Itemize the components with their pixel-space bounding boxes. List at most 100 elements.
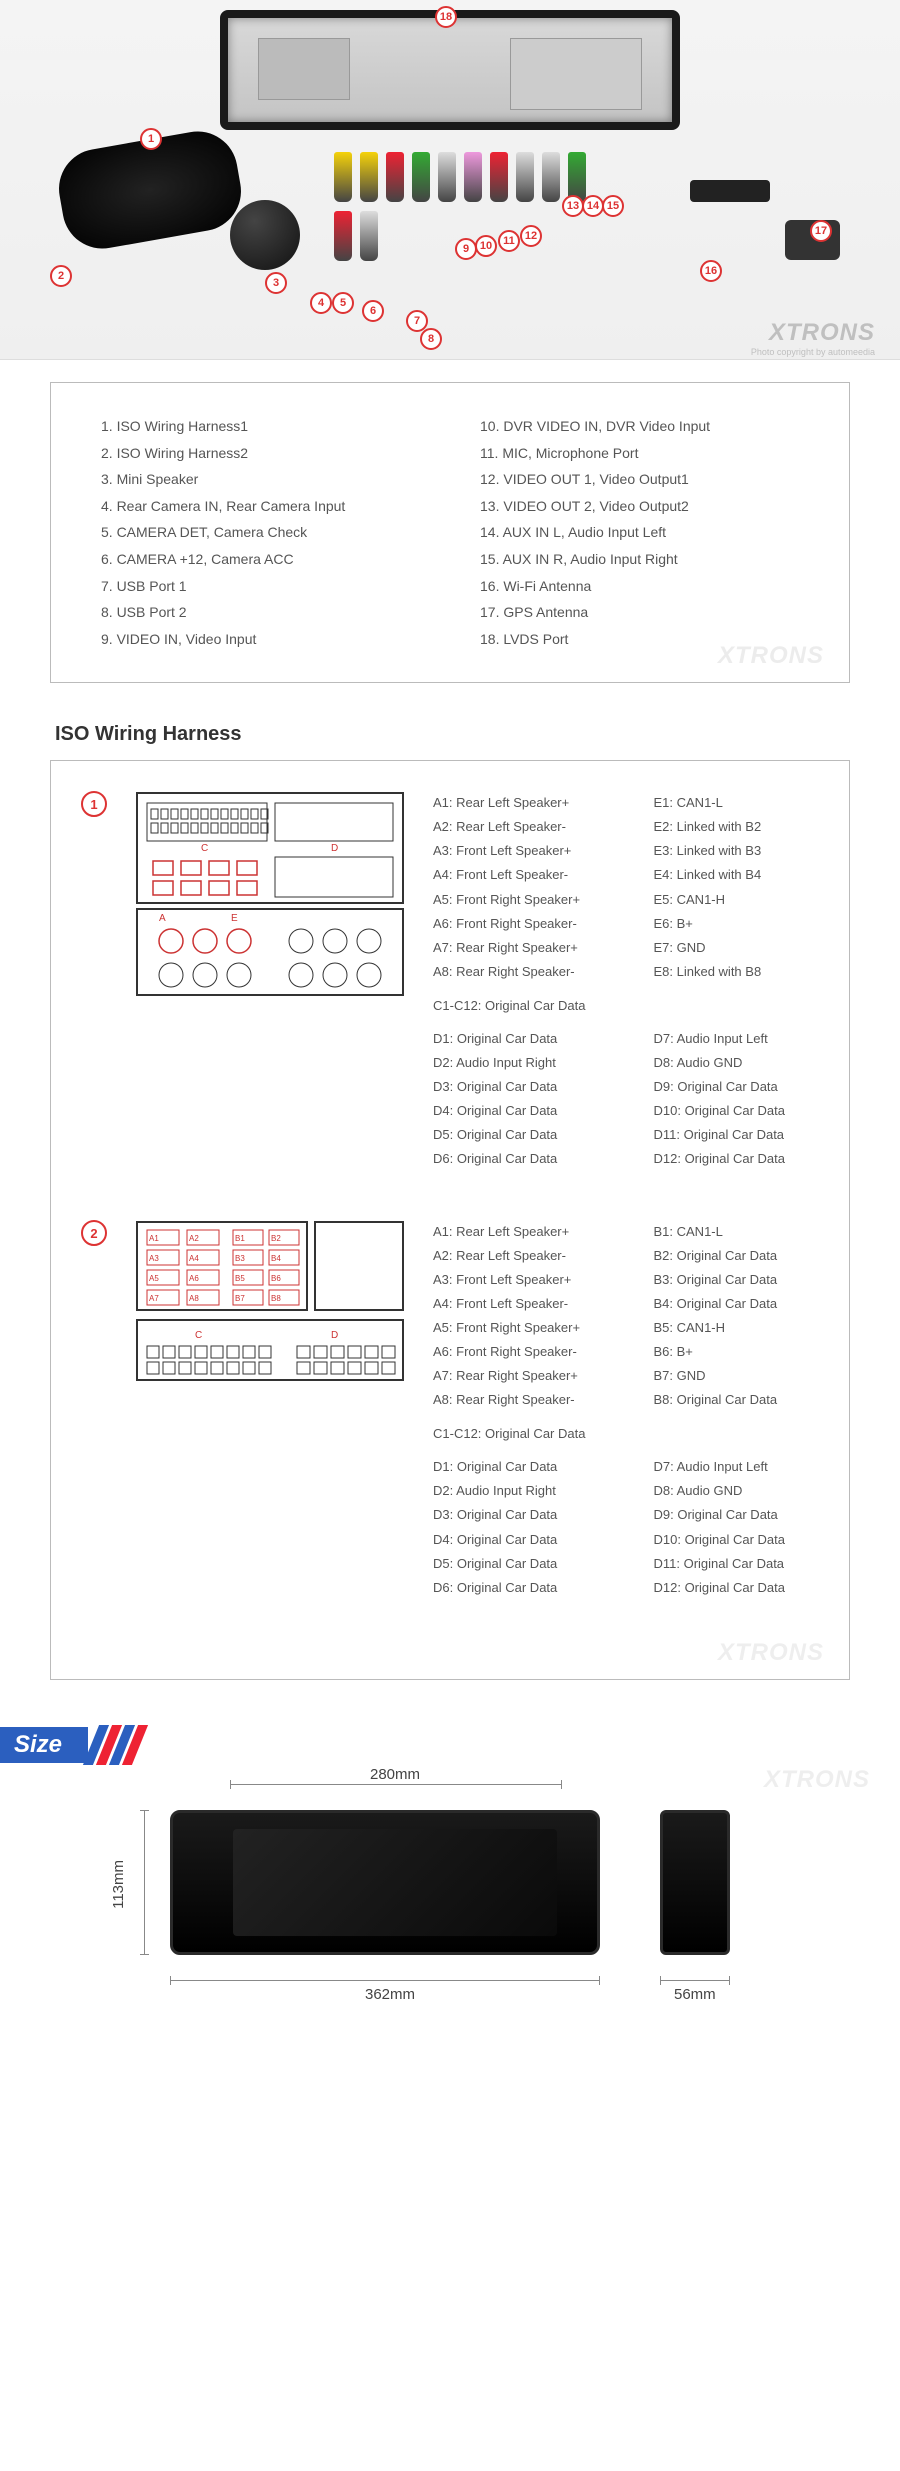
pin-row: E4: Linked with B4 [654,863,820,887]
pin-row: A8: Rear Right Speaker- [433,960,599,984]
pin-row: D2: Audio Input Right [433,1051,599,1075]
rca-plug [360,211,378,261]
pin-row: D5: Original Car Data [433,1123,599,1147]
connector-diagram: C D A E [135,791,405,1185]
dim-height: 113mm [110,1860,127,1909]
callout-badge-3: 3 [265,272,287,294]
pin-row: D2: Audio Input Right [433,1479,599,1503]
callout-badge-16: 16 [700,260,722,282]
legend-right-col: 10. DVR VIDEO IN, DVR Video Input11. MIC… [480,413,799,652]
pin-row: E5: CAN1-H [654,888,820,912]
svg-text:C: C [195,1330,202,1341]
pin-row: E2: Linked with B2 [654,815,820,839]
callout-badge-14: 14 [582,195,604,217]
pin-row: A3: Front Left Speaker+ [433,839,599,863]
size-label: Size [0,1727,88,1763]
pin-row: A5: Front Right Speaker+ [433,1316,599,1340]
svg-text:A4: A4 [189,1254,199,1263]
pin-row: B2: Original Car Data [654,1244,820,1268]
pin-col: B1: CAN1-LB2: Original Car DataB3: Origi… [654,1220,820,1412]
rca-plug [490,152,508,202]
callout-badge-10: 10 [475,235,497,257]
pin-row: A1: Rear Left Speaker+ [433,791,599,815]
svg-text:A8: A8 [189,1294,199,1303]
svg-text:A7: A7 [149,1294,159,1303]
pin-note: C1-C12: Original Car Data [433,1426,819,1441]
callout-badge-4: 4 [310,292,332,314]
pin-row: B3: Original Car Data [654,1268,820,1292]
svg-text:B6: B6 [271,1274,281,1283]
brand-watermark: XTRONS [769,319,875,347]
pin-row: D1: Original Car Data [433,1455,599,1479]
callout-badge-12: 12 [520,225,542,247]
callout-badge-9: 9 [455,238,477,260]
pin-row: D12: Original Car Data [654,1147,820,1171]
legend-item: 16. Wi-Fi Antenna [480,573,799,600]
device-side-illustration [660,1810,730,1955]
dim-line-height [144,1810,145,1955]
callout-badge-8: 8 [420,328,442,350]
legend-item: 10. DVR VIDEO IN, DVR Video Input [480,413,799,440]
pin-row: D1: Original Car Data [433,1027,599,1051]
callout-badge-11: 11 [498,230,520,252]
callout-badge-2: 2 [50,265,72,287]
rca-plug [360,152,378,202]
callout-badge-6: 6 [362,300,384,322]
svg-text:B1: B1 [235,1234,245,1243]
pin-columns: A1: Rear Left Speaker+A2: Rear Left Spea… [433,791,819,983]
pin-row: D9: Original Car Data [654,1075,820,1099]
pin-col: D7: Audio Input LeftD8: Audio GNDD9: Ori… [654,1027,820,1171]
svg-text:A: A [159,913,166,924]
pin-col: E1: CAN1-LE2: Linked with B2E3: Linked w… [654,791,820,983]
pin-columns: A1: Rear Left Speaker+A2: Rear Left Spea… [433,1220,819,1412]
device-front-illustration [170,1810,600,1955]
pin-row: A8: Rear Right Speaker- [433,1388,599,1412]
pin-row: A4: Front Left Speaker- [433,1292,599,1316]
svg-text:B4: B4 [271,1254,281,1263]
svg-text:A3: A3 [149,1254,159,1263]
callout-badge-17: 17 [810,220,832,242]
iso-group-2: 2 A1A2A3A4A5A6A7A8 B1B2B3B4B5B6B7B8 C D … [81,1220,819,1614]
pin-row: A5: Front Right Speaker+ [433,888,599,912]
svg-text:A1: A1 [149,1234,159,1243]
pin-col: D1: Original Car DataD2: Audio Input Rig… [433,1027,599,1171]
rca-plug [334,211,352,261]
rca-plug [464,152,482,202]
svg-text:B5: B5 [235,1274,245,1283]
svg-text:A5: A5 [149,1274,159,1283]
legend-item: 17. GPS Antenna [480,599,799,626]
svg-text:B7: B7 [235,1294,245,1303]
callout-badge-13: 13 [562,195,584,217]
dim-depth: 56mm [674,1986,716,2003]
dim-body-width: 362mm [365,1986,415,2003]
pin-row: D12: Original Car Data [654,1576,820,1600]
rca-plug [516,152,534,202]
legend-item: 3. Mini Speaker [101,466,420,493]
pin-row: B5: CAN1-H [654,1316,820,1340]
dim-line-screen-width [230,1784,562,1785]
pin-row: A1: Rear Left Speaker+ [433,1220,599,1244]
pin-row: A4: Front Left Speaker- [433,863,599,887]
pin-row: A7: Rear Right Speaker+ [433,1364,599,1388]
rca-plug [438,152,456,202]
iso-badge: 2 [81,1220,107,1246]
legend-item: 15. AUX IN R, Audio Input Right [480,546,799,573]
pin-row: D6: Original Car Data [433,1576,599,1600]
pin-col: D7: Audio Input LeftD8: Audio GNDD9: Ori… [654,1455,820,1599]
iso-group-1: 1 C D A E A1: Rear Left Speaker+A2: Rear… [81,791,819,1185]
pin-row: B8: Original Car Data [654,1388,820,1412]
svg-text:B2: B2 [271,1234,281,1243]
svg-text:D: D [331,1330,338,1341]
iso-wiring-title: ISO Wiring Harness [55,723,845,746]
legend-item: 8. USB Port 2 [101,599,420,626]
pin-row: D10: Original Car Data [654,1528,820,1552]
connector-diagram: A1A2A3A4A5A6A7A8 B1B2B3B4B5B6B7B8 C D [135,1220,405,1614]
svg-text:A2: A2 [189,1234,199,1243]
pin-row: D7: Audio Input Left [654,1455,820,1479]
port-legend-box: 1. ISO Wiring Harness12. ISO Wiring Harn… [50,382,850,683]
legend-item: 4. Rear Camera IN, Rear Camera Input [101,493,420,520]
svg-text:A6: A6 [189,1274,199,1283]
pin-row: E1: CAN1-L [654,791,820,815]
brand-watermark: XTRONS [718,642,824,670]
pin-row: B4: Original Car Data [654,1292,820,1316]
